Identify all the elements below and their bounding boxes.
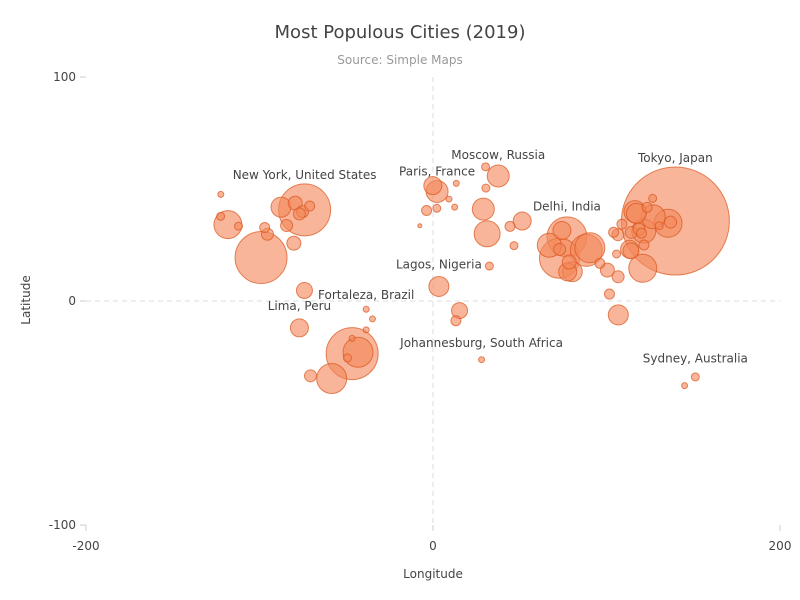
city-bubble[interactable]: [473, 220, 501, 248]
city-bubble[interactable]: [611, 270, 625, 284]
city-bubble[interactable]: [445, 195, 453, 203]
city-bubble[interactable]: [608, 226, 620, 238]
city-bubble[interactable]: [478, 356, 486, 364]
city-bubble[interactable]: [471, 197, 495, 221]
city-bubble[interactable]: [316, 363, 348, 395]
city-bubble[interactable]: [423, 176, 443, 196]
city-bubble[interactable]: [603, 288, 615, 300]
city-annotation: Lima, Peru: [268, 299, 331, 313]
city-bubble[interactable]: [654, 221, 664, 231]
city-bubble[interactable]: [484, 261, 494, 271]
bubble-series[interactable]: [213, 162, 730, 395]
city-bubble[interactable]: [304, 200, 316, 212]
city-bubble[interactable]: [481, 183, 491, 193]
city-bubble[interactable]: [417, 223, 423, 229]
city-bubble[interactable]: [452, 179, 460, 187]
chart-title: Most Populous Cities (2019): [275, 22, 526, 43]
city-bubble[interactable]: [295, 281, 313, 299]
city-bubble[interactable]: [216, 211, 226, 221]
city-bubble[interactable]: [362, 326, 370, 334]
city-annotation: New York, United States: [233, 168, 377, 182]
city-bubble[interactable]: [286, 235, 302, 251]
city-bubble[interactable]: [280, 219, 294, 233]
y-tick-label: 0: [68, 294, 76, 308]
city-bubble[interactable]: [270, 196, 292, 218]
city-bubble[interactable]: [690, 372, 700, 382]
city-bubble[interactable]: [259, 222, 271, 234]
city-annotation: Moscow, Russia: [451, 148, 545, 162]
x-tick-label: 200: [769, 539, 792, 553]
city-bubble[interactable]: [504, 220, 516, 232]
city-bubble[interactable]: [432, 203, 442, 213]
city-annotation: Paris, France: [399, 165, 475, 179]
city-bubble[interactable]: [512, 211, 532, 231]
city-bubble[interactable]: [368, 315, 376, 323]
city-bubble[interactable]: [304, 369, 318, 383]
city-bubble[interactable]: [509, 241, 519, 251]
city-bubble[interactable]: [612, 249, 622, 259]
axes: 100 0 -100 -200 0 200: [49, 70, 792, 553]
city-bubble[interactable]: [574, 232, 606, 264]
city-bubble[interactable]: [421, 205, 433, 217]
city-bubble[interactable]: [348, 334, 356, 342]
city-bubble[interactable]: [594, 257, 606, 269]
city-bubble[interactable]: [486, 164, 510, 188]
city-bubble[interactable]: [636, 227, 648, 239]
city-bubble[interactable]: [428, 275, 450, 297]
city-bubble[interactable]: [450, 315, 462, 327]
city-annotation: Lagos, Nigeria: [396, 258, 482, 272]
city-bubble[interactable]: [681, 382, 689, 390]
city-annotation: Fortaleza, Brazil: [318, 288, 414, 302]
city-bubble[interactable]: [561, 254, 577, 270]
x-axis-title: Longitude: [403, 567, 463, 581]
city-bubble[interactable]: [616, 218, 628, 230]
city-bubble[interactable]: [292, 207, 306, 221]
city-bubble[interactable]: [648, 193, 658, 203]
city-bubble[interactable]: [628, 253, 658, 283]
city-bubble[interactable]: [362, 305, 370, 313]
city-bubble[interactable]: [217, 190, 225, 198]
city-bubble[interactable]: [607, 304, 629, 326]
city-bubble[interactable]: [234, 231, 288, 285]
city-bubble[interactable]: [342, 336, 374, 368]
city-bubble[interactable]: [234, 221, 244, 231]
city-bubble[interactable]: [638, 239, 650, 251]
city-bubble[interactable]: [552, 220, 572, 240]
y-axis-title: Latitude: [19, 275, 33, 324]
city-bubble[interactable]: [622, 242, 640, 260]
x-tick-label: -200: [72, 539, 99, 553]
city-bubble[interactable]: [451, 203, 459, 211]
y-tick-label: -100: [49, 518, 76, 532]
city-annotation: Johannesburg, South Africa: [399, 336, 563, 350]
y-tick-label: 100: [53, 70, 76, 84]
chart-subtitle: Source: Simple Maps: [337, 53, 462, 67]
city-annotation: Delhi, India: [533, 199, 601, 213]
city-annotation: Tokyo, Japan: [637, 151, 713, 165]
city-bubble[interactable]: [664, 215, 678, 229]
x-tick-label: 0: [429, 539, 437, 553]
city-bubble[interactable]: [641, 201, 653, 213]
city-annotation: Sydney, Australia: [643, 352, 748, 366]
city-bubble[interactable]: [553, 242, 567, 256]
city-bubble[interactable]: [342, 353, 352, 363]
city-bubble[interactable]: [481, 162, 491, 172]
city-annotations: Tokyo, Japan New York, United States Mosco…: [233, 148, 748, 366]
city-bubble[interactable]: [289, 318, 309, 338]
